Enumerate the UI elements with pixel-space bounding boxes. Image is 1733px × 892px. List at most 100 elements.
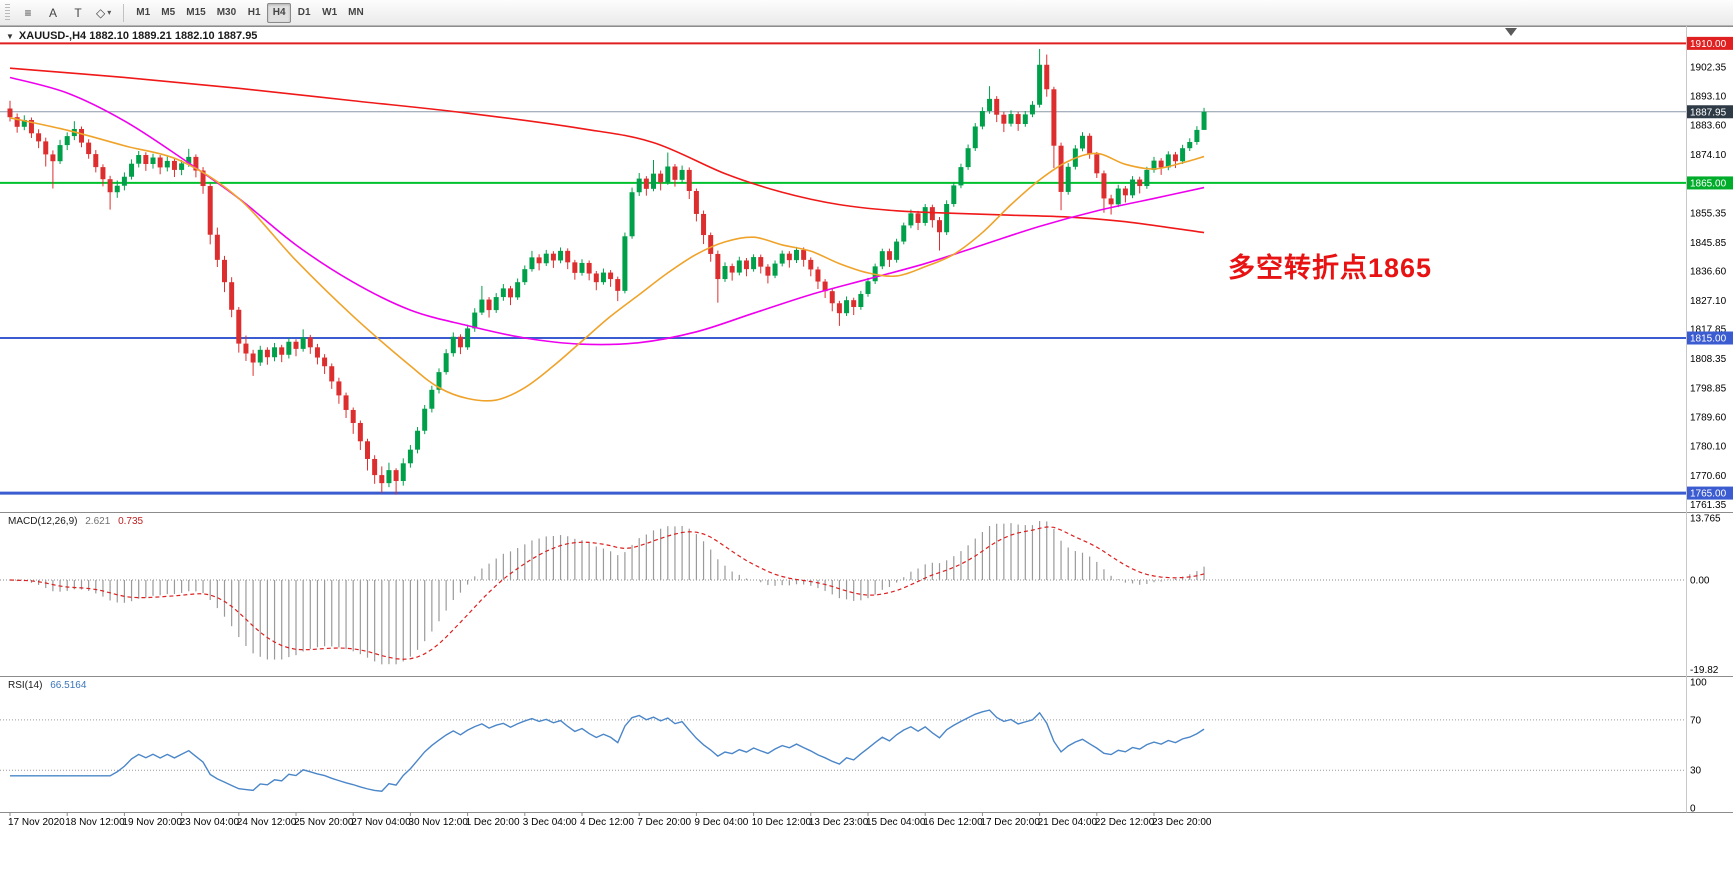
timeframe-m30-button[interactable]: M30	[212, 3, 241, 23]
candle-down	[1158, 160, 1164, 168]
candle-down	[1122, 188, 1128, 196]
candle-down	[658, 173, 664, 183]
candle-up	[515, 282, 521, 298]
timeframe-d1-button[interactable]: D1	[292, 3, 316, 23]
candle-up	[600, 272, 606, 283]
candle-up	[1151, 160, 1157, 170]
macd-axis-label: 13.765	[1690, 514, 1721, 525]
candle-up	[500, 288, 506, 298]
price-tick-label: 1817.85	[1690, 325, 1727, 336]
candle-down	[7, 108, 13, 118]
timeframe-h1-button[interactable]: H1	[242, 3, 266, 23]
time-label: 21 Dec 04:00	[1038, 817, 1098, 828]
toolbar: ≡ A T ◇ ▾ M1 M5 M15 M30 H1 H4 D1 W1 MN	[0, 0, 1733, 26]
timeframe-mn-button[interactable]: MN	[343, 3, 369, 23]
tool-text-label-button[interactable]: A	[41, 3, 65, 23]
candle-down	[157, 157, 163, 168]
candle-down	[86, 142, 92, 155]
price-tick-label: 1836.60	[1690, 267, 1727, 278]
time-label: 23 Dec 20:00	[1152, 817, 1212, 828]
candle-down	[350, 409, 356, 423]
timeframe-m1-button[interactable]: M1	[131, 3, 155, 23]
candle-up	[622, 236, 628, 291]
toolbar-grip[interactable]	[5, 3, 10, 22]
candle-up	[722, 266, 728, 280]
candle-down	[307, 337, 313, 348]
rsi-axis-label: 30	[1690, 766, 1702, 777]
rsi-value: 66.5164	[50, 680, 87, 691]
candle-down	[686, 169, 692, 191]
candle-down	[508, 288, 513, 298]
candle-up	[794, 249, 799, 261]
candle-down	[851, 300, 857, 307]
candle-up	[858, 293, 864, 307]
chart-canvas[interactable]: 1902.35 1893.10 1883.60 1874.10 1855.35 1845.…	[0, 26, 1733, 892]
timeframe-w1-button[interactable]: W1	[317, 3, 342, 23]
ma-slow-red-line	[9, 67, 1205, 234]
price-line-label-box	[1687, 105, 1733, 119]
candle-up	[179, 163, 185, 170]
candle-up	[922, 207, 928, 223]
candle-up	[1037, 64, 1043, 105]
candle-down	[572, 262, 578, 273]
candle-up	[1130, 179, 1136, 196]
candle-down	[758, 257, 764, 267]
candle-up	[979, 110, 985, 127]
timeframe-h4-button[interactable]: H4	[267, 2, 292, 23]
time-label: 4 Dec 12:00	[580, 817, 634, 828]
candle-up	[972, 126, 978, 149]
macd-signal-value: 0.735	[118, 516, 144, 527]
time-label: 16 Dec 12:00	[923, 817, 983, 828]
candle-down	[243, 343, 249, 354]
candle-down	[565, 250, 571, 263]
candle-down	[536, 257, 542, 264]
candle-down	[207, 186, 213, 235]
candle-up	[1144, 169, 1150, 187]
candle-up	[1180, 148, 1186, 162]
candle-down	[329, 366, 335, 382]
candle-up	[901, 225, 907, 242]
text-tool-icon: T	[74, 5, 82, 20]
time-label: 10 Dec 12:00	[752, 817, 812, 828]
dropdown-arrow-icon: ▾	[107, 8, 112, 17]
rsi-line	[10, 709, 1205, 792]
price-line-label: 1765.00	[1690, 489, 1727, 500]
candle-up	[436, 372, 442, 390]
candle-down	[365, 441, 370, 459]
timeframe-m15-button[interactable]: M15	[181, 3, 210, 23]
candle-down	[393, 470, 399, 481]
candle-down	[379, 475, 385, 484]
candle-up	[944, 204, 950, 233]
price-tick-label: 1789.60	[1690, 412, 1727, 423]
candle-up	[136, 155, 142, 164]
timeframe-m5-button[interactable]: M5	[156, 3, 180, 23]
ma-fast-orange-line	[9, 117, 1205, 402]
candle-down	[79, 128, 84, 143]
chart-shift-marker	[1505, 28, 1517, 36]
candle-down	[50, 154, 56, 162]
candle-up	[879, 251, 885, 267]
price-tick-label: 1893.10	[1690, 91, 1727, 102]
candle-down	[293, 341, 299, 349]
time-label: 24 Nov 12:00	[237, 817, 297, 828]
macd-indicator-label: MACD(12,26,9) 2.621 0.735	[8, 516, 143, 527]
text-label-icon: A	[48, 5, 57, 20]
candle-down	[937, 220, 942, 233]
price-line-label: 1865.00	[1690, 178, 1727, 189]
candle-down	[994, 98, 1000, 115]
candle-down	[593, 273, 599, 283]
chart-menu-icon[interactable]: ▼	[6, 31, 14, 41]
candle-down	[643, 178, 649, 189]
candle-up	[114, 185, 120, 193]
candle-down	[1094, 154, 1100, 174]
tool-draw-shapes-button[interactable]: ◇ ▾	[91, 3, 116, 23]
candle-up	[558, 250, 564, 261]
candle-down	[586, 262, 592, 274]
candle-up	[1201, 111, 1207, 130]
price-line-label-box	[1687, 486, 1733, 500]
tool-text-tool-button[interactable]: T	[66, 3, 90, 23]
time-label: 1 Dec 20:00	[466, 817, 520, 828]
candle-down	[615, 279, 621, 291]
tool-chart-list-button[interactable]: ≡	[16, 3, 40, 23]
